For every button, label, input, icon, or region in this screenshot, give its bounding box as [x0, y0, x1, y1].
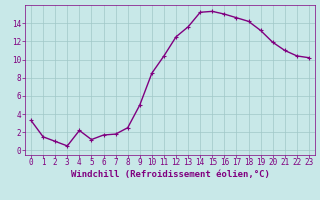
X-axis label: Windchill (Refroidissement éolien,°C): Windchill (Refroidissement éolien,°C) [71, 170, 269, 179]
